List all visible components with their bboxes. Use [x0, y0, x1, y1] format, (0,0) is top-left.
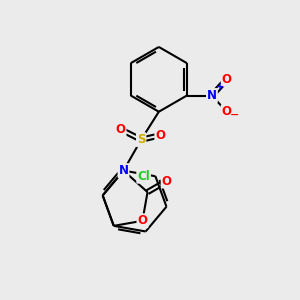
Text: O: O — [162, 175, 172, 188]
Text: O: O — [222, 73, 232, 86]
Text: S: S — [137, 133, 146, 146]
Text: Cl: Cl — [137, 170, 150, 183]
Text: O: O — [137, 214, 148, 227]
Text: N: N — [207, 89, 217, 102]
Text: O: O — [222, 105, 232, 118]
Text: +: + — [216, 82, 224, 92]
Text: O: O — [155, 129, 165, 142]
Text: −: − — [230, 110, 240, 120]
Text: O: O — [116, 123, 126, 136]
Text: N: N — [118, 164, 128, 177]
